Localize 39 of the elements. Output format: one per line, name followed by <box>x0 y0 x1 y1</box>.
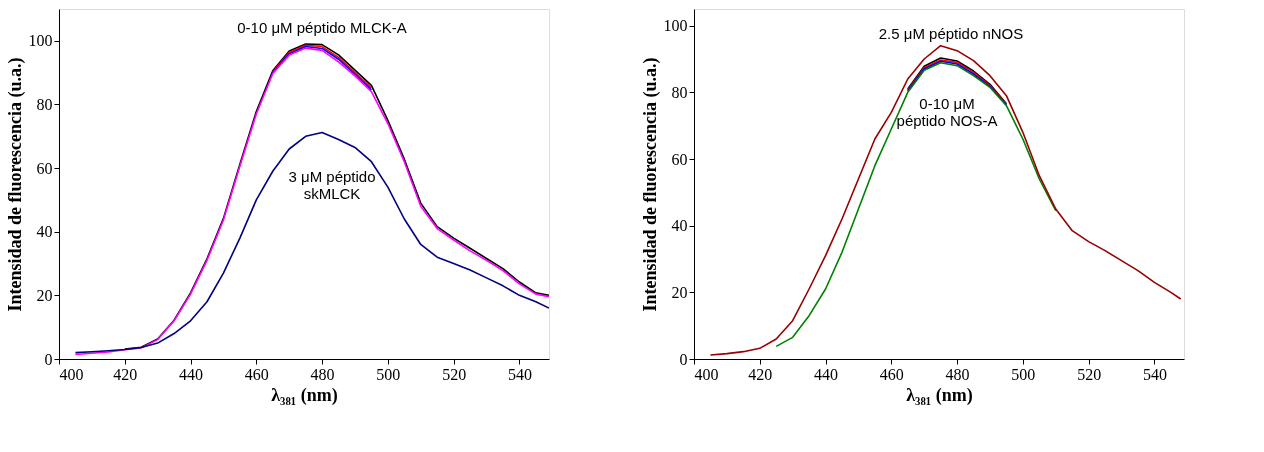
y-tick-label: 60 <box>671 150 688 168</box>
y-tick-label: 80 <box>671 83 688 101</box>
x-tick-label: 480 <box>945 365 970 383</box>
annotation: 2.5 μM péptido nNOS <box>878 25 1024 42</box>
x-tick-label: 520 <box>1077 365 1102 383</box>
y-tick-label: 60 <box>36 159 53 177</box>
annotation: 0-10 μM péptido NOS-A <box>896 95 998 129</box>
annotation: 0-10 μM péptido MLCK-A <box>237 19 407 36</box>
line-series <box>74 131 549 354</box>
x-tick-label: 440 <box>179 365 204 383</box>
x-tick-label: 460 <box>244 365 269 383</box>
x-tick-label: 400 <box>59 365 84 383</box>
x-tick-label: 520 <box>442 365 467 383</box>
x-axis-title: λ₃₈₁ (nm) <box>271 384 338 406</box>
y-tick-label: 80 <box>36 95 53 113</box>
x-tick-label: 540 <box>507 365 532 383</box>
y-tick-label: 100 <box>28 32 53 50</box>
y-tick-label: 40 <box>36 223 53 241</box>
x-tick-label: 500 <box>1011 365 1036 383</box>
x-tick-label: 460 <box>879 365 904 383</box>
y-axis-title: Intensidad de fluorescencia (u.a.) <box>639 57 661 312</box>
x-tick-label: 540 <box>1142 365 1167 383</box>
x-tick-label: 420 <box>748 365 773 383</box>
y-tick-label: 0 <box>679 350 688 368</box>
annotation: 3 μM péptido skMLCK <box>288 168 376 202</box>
y-tick-label: 20 <box>36 286 53 304</box>
x-tick-label: 420 <box>113 365 138 383</box>
line-series <box>709 44 1182 356</box>
x-tick-label: 480 <box>310 365 335 383</box>
y-tick-label: 100 <box>663 17 688 35</box>
line-series <box>775 61 1057 348</box>
x-tick-label: 400 <box>694 365 719 383</box>
y-tick-label: 0 <box>44 350 53 368</box>
y-tick-label: 40 <box>671 217 688 235</box>
y-axis-title: Intensidad de fluorescencia (u.a.) <box>4 57 26 312</box>
x-axis-title: λ₃₈₁ (nm) <box>906 384 973 406</box>
x-tick-label: 440 <box>814 365 839 383</box>
x-tick-label: 500 <box>376 365 401 383</box>
y-tick-label: 20 <box>671 283 688 301</box>
